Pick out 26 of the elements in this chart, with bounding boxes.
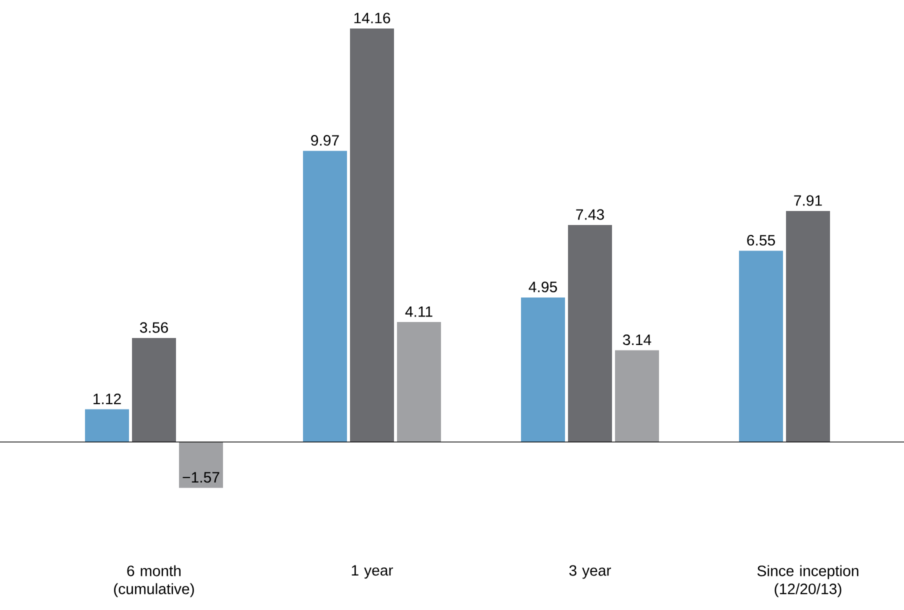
data-label: 3.14 <box>622 334 652 346</box>
data-label: 4.11 <box>405 306 432 317</box>
data-label: 1.12 <box>94 394 121 404</box>
bar <box>786 211 830 442</box>
data-label: 6.55 <box>747 234 775 246</box>
bar <box>179 442 223 488</box>
bar <box>397 322 442 442</box>
x-tick-label: 3 year <box>569 565 611 579</box>
bar <box>132 338 176 442</box>
data-label: −1.57 <box>182 472 220 483</box>
x-tick-label: Since inception (12/20/13) <box>757 565 858 598</box>
data-label: 4.95 <box>528 282 557 292</box>
bar <box>568 225 612 442</box>
bar <box>521 297 566 442</box>
x-tick-label: 1 year <box>352 565 393 579</box>
bar <box>350 28 394 442</box>
bar <box>85 409 129 442</box>
x-tick-label: 6 month (cumulative) <box>114 565 194 598</box>
bar <box>615 350 660 442</box>
data-label: 7.91 <box>794 195 822 206</box>
bar <box>739 250 784 442</box>
data-label: 3.56 <box>140 322 168 333</box>
bar <box>303 150 348 442</box>
data-label: 7.43 <box>576 209 604 220</box>
data-label: 9.97 <box>311 135 339 146</box>
data-label: 14.16 <box>354 12 390 24</box>
